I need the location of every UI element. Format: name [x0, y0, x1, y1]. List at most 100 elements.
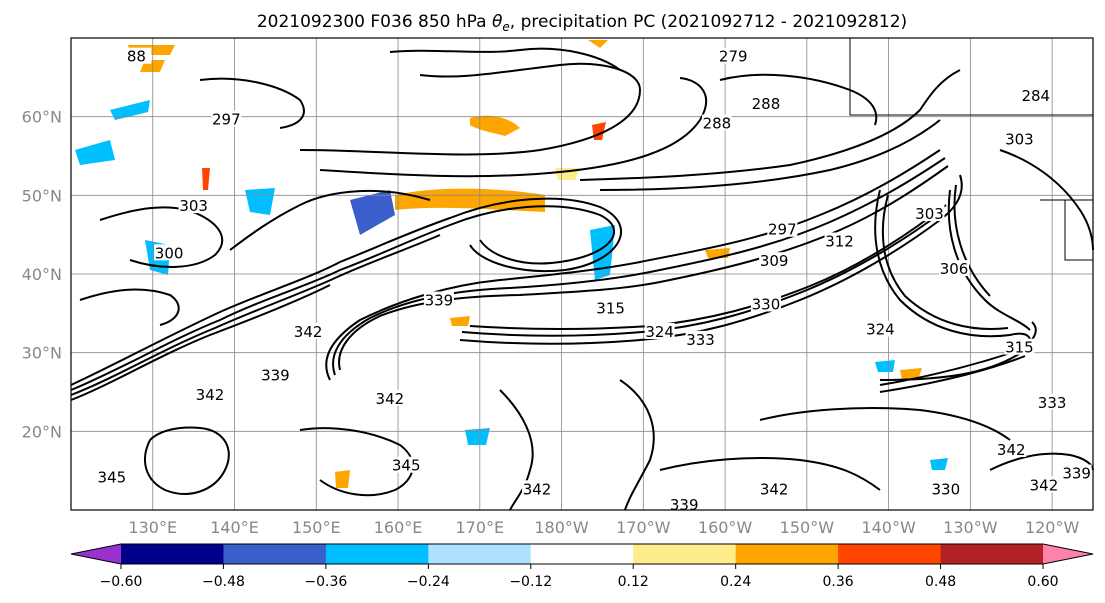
contour-label-background	[1004, 130, 1035, 147]
contour-label: 345	[98, 469, 127, 487]
contour-label-background	[930, 480, 961, 497]
coastline	[1064, 200, 1093, 261]
colorbar-tick-label: 0.60	[1027, 574, 1058, 590]
contour-label-background	[644, 323, 675, 339]
colorbar-tick-label: 0.24	[720, 574, 751, 590]
contour-label-background	[121, 47, 152, 64]
colorbar-cell	[735, 544, 839, 564]
contour-line	[499, 389, 534, 511]
contour-line	[229, 189, 431, 251]
contour-line	[332, 157, 946, 376]
contour-label-background	[669, 496, 700, 513]
colorbar-tick-label: −0.60	[100, 574, 143, 590]
contour-label: 284	[1021, 87, 1050, 105]
contour-label-background	[759, 480, 790, 497]
shade-orange-patch	[470, 115, 520, 136]
longitude-tick-label: 170°W	[616, 518, 671, 537]
contour-label-background	[595, 299, 626, 316]
contour-label-background	[750, 94, 781, 111]
colorbar-cell	[530, 544, 634, 564]
contour-label-background	[293, 323, 324, 339]
colorbar-cell	[940, 544, 1044, 564]
contour-line	[953, 184, 991, 297]
contour-labels: 88 279 297 288 288 284 303 303 303 297 312 309 306 30…	[96, 47, 1092, 514]
latitude-tick-label: 50°N	[22, 186, 62, 205]
contour-label: 297	[768, 221, 797, 239]
contour-label-background	[154, 244, 185, 261]
contour-label: 300	[155, 244, 184, 262]
contour-label: 342	[376, 390, 405, 408]
contour-label-background	[865, 320, 896, 337]
contour-line	[999, 149, 1094, 251]
colorbar-tick-label: 0.48	[925, 574, 956, 590]
contour-label-background	[685, 330, 716, 347]
contour-label: 333	[1038, 394, 1067, 412]
contour-label-background	[759, 252, 790, 269]
longitude-tick-label: 130°E	[128, 518, 177, 537]
contour-label: 339	[261, 366, 290, 384]
contour-label: 309	[760, 252, 789, 270]
contour-line	[79, 288, 180, 326]
contour-label-background	[374, 389, 405, 406]
shade-red-patch	[202, 168, 210, 190]
longitude-tick-label: 150°W	[780, 518, 835, 537]
contour-label: 88	[127, 48, 146, 66]
colorbar-cell	[428, 544, 532, 564]
contour-label: 342	[523, 480, 552, 498]
shade-orange-band	[395, 188, 545, 212]
map-panel: 88 279 297 288 288 284 303 303 303 297 312 309 306 30…	[70, 37, 1094, 514]
coastlines	[849, 38, 1093, 261]
contour-line	[299, 62, 641, 156]
contour-line	[319, 77, 707, 178]
contour-label-background	[260, 366, 291, 383]
contour-label-background	[939, 260, 970, 277]
contour-label-background	[914, 205, 945, 221]
contour-label-background	[1037, 393, 1068, 410]
longitude-tick-label: 140°W	[861, 518, 916, 537]
contour-label: 279	[719, 48, 748, 66]
contour-label-background	[194, 385, 225, 402]
contour-label: 330	[752, 295, 781, 313]
contour-label: 303	[915, 205, 944, 223]
contour-line	[881, 194, 1009, 330]
colorbar-ticks: −0.60 −0.48 −0.36 −0.24 −0.12 0.12 0.24 0.36 0.4…	[100, 564, 1059, 590]
contour-label: 339	[670, 496, 699, 514]
contour-line	[70, 205, 615, 391]
coastline	[849, 38, 1093, 116]
shade-blue-patch	[75, 140, 115, 165]
figure-title: 2021092300 F036 850 hPa θe, precipitatio…	[257, 12, 907, 34]
contour-line	[947, 189, 1031, 331]
shade-blue-patch	[350, 190, 395, 235]
contour-label-background	[701, 114, 732, 131]
shade-orange-patch	[450, 316, 470, 326]
contour-label-background	[96, 468, 127, 485]
contour-line	[70, 284, 331, 401]
contour-label: 342	[1030, 476, 1059, 494]
colorbar-tick-label: −0.48	[202, 574, 245, 590]
contour-line	[579, 69, 961, 181]
contour-line	[144, 426, 230, 495]
contour-label: 330	[932, 480, 961, 498]
shade-blue-patch	[875, 360, 895, 372]
contour-label: 342	[997, 441, 1026, 459]
contour-label: 288	[703, 115, 732, 133]
shade-orange-patch	[900, 368, 922, 380]
contour-line	[469, 204, 947, 330]
contour-label: 306	[940, 260, 969, 278]
longitude-tick-label: 130°W	[943, 518, 998, 537]
contour-line	[989, 452, 1094, 471]
contour-label-background	[750, 295, 781, 312]
contour-label: 339	[425, 292, 454, 310]
longitude-tick-label: 160°W	[698, 518, 753, 537]
contour-line	[619, 379, 655, 511]
contour-label-background	[1061, 464, 1092, 481]
contour-label-background	[996, 441, 1027, 457]
contour-line	[199, 77, 305, 129]
shade-blue-patch	[465, 428, 490, 445]
contour-label-background	[767, 220, 798, 237]
colorbar-tick-label: −0.36	[304, 574, 347, 590]
contour-line	[461, 211, 943, 337]
contour-label: 324	[866, 321, 895, 339]
contour-label: 342	[294, 323, 323, 341]
contour-line	[599, 119, 941, 191]
